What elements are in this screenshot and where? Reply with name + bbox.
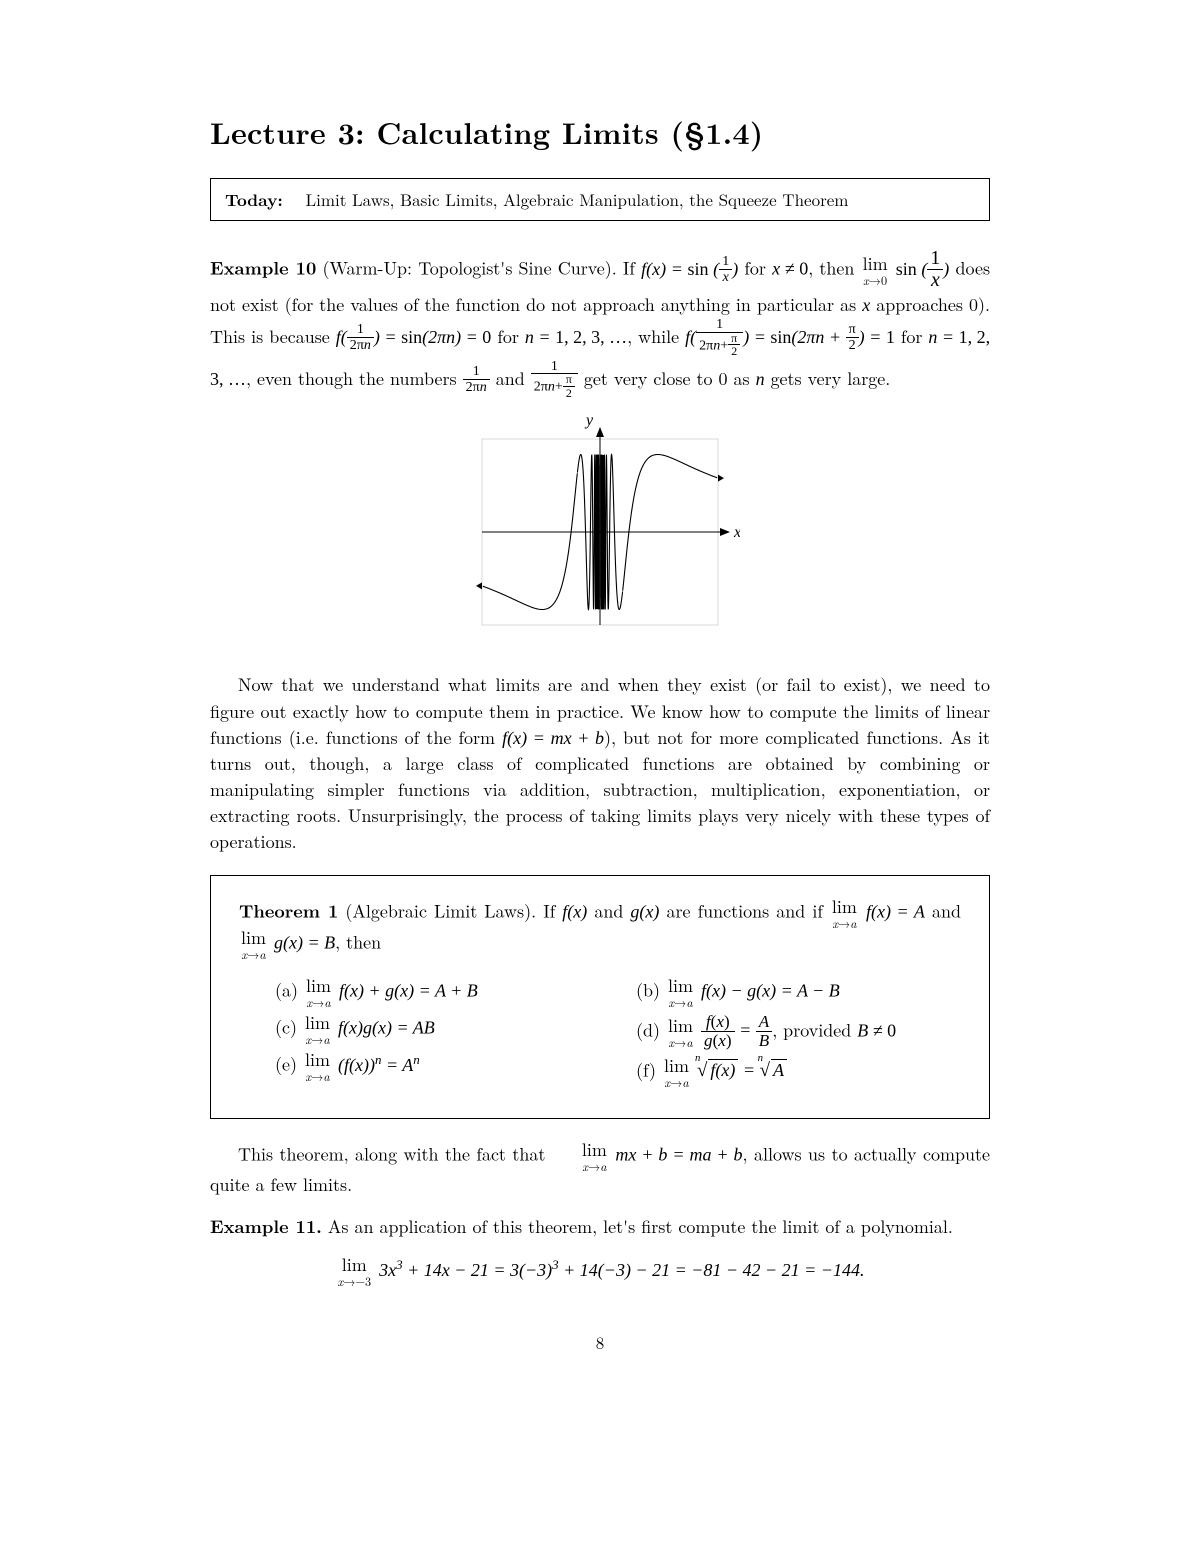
sine-curve-figure: xy (210, 417, 990, 654)
law-c-label: (c) (275, 1014, 303, 1039)
example-11-heading: Example 11. (210, 1214, 322, 1239)
law-d-tail: , provided (772, 1017, 857, 1042)
law-f: (f) limx→a nf(x) = nA (600, 1057, 961, 1088)
lim-b: limx→a (668, 977, 693, 1008)
law-f-label: (f) (636, 1057, 662, 1082)
ex10-text-2i: gets very large. (771, 366, 891, 391)
laws-right-col: (b) limx→a f(x) − g(x) = A − B (d) limx→… (600, 971, 961, 1094)
thm-intro-b: and (594, 899, 630, 924)
today-label: Today: (225, 188, 283, 212)
today-box: Today: Limit Laws, Basic Limits, Algebra… (210, 178, 990, 222)
law-a-math: f(x) + g(x) = A + B (339, 980, 478, 1000)
math-fxA: f(x) = A (866, 902, 925, 922)
lim-f: limx→a (664, 1057, 689, 1088)
math-f1-2pin: f(12πn) = sin(2πn) = 0 (336, 327, 492, 347)
lim-c: limx→a (305, 1014, 330, 1045)
law-c: (c) limx→a f(x)g(x) = AB (239, 1014, 600, 1045)
laws-left-col: (a) limx→a f(x) + g(x) = A + B (c) limx→… (239, 971, 600, 1094)
lim-x-neg3: limx→−3 (338, 1256, 372, 1287)
law-c-math: f(x)g(x) = AB (338, 1017, 435, 1037)
math-frac-2pin: 12πn (463, 369, 490, 389)
law-d-label: (d) (636, 1017, 666, 1042)
ex10-text-1a: If (623, 256, 641, 281)
law-a: (a) limx→a f(x) + g(x) = A + B (239, 977, 600, 1008)
math-fx-def: f(x) = sin (1x) (641, 259, 738, 279)
lim-d: limx→a (668, 1017, 693, 1048)
theorem-1-paren: (Algebraic Limit Laws). (345, 899, 536, 924)
today-text: Limit Laws, Basic Limits, Algebraic Mani… (306, 187, 849, 211)
law-d: (d) limx→a f(x)g(x) = AB, provided B ≠ 0 (600, 1014, 961, 1051)
lecture-page: Lecture 3: Calculating Limits (§1.4) Tod… (150, 0, 1050, 1414)
ex10-text-2g: and (496, 366, 531, 391)
theorem-1-box: Theorem 1 (Algebraic Limit Laws). If f(x… (210, 875, 990, 1119)
example-11-computation: limx→−3 3x3 + 14x − 21 = 3(−3)3 + 14(−3)… (210, 1256, 990, 1287)
ex11-math: 3x3 + 14x − 21 = 3(−3)3 + 14(−3) − 21 = … (379, 1260, 864, 1280)
lim-a: limx→a (306, 977, 331, 1008)
math-mxb: f(x) = mx + b (502, 728, 604, 748)
page-title: Lecture 3: Calculating Limits (§1.4) (210, 110, 990, 154)
ex10-text-2h: get very close to 0 as (584, 366, 756, 391)
ex10-text-1c: , then (808, 256, 860, 281)
svg-text:x: x (733, 524, 740, 541)
example-10: Example 10 (Warm-Up: Topologist's Sine C… (210, 249, 990, 401)
thm-intro-c: are functions and if (666, 899, 829, 924)
page-number: 8 (210, 1330, 990, 1355)
math-mxb-lim: mx + b = ma + b (615, 1144, 742, 1164)
math-sin-1x: sin (1x) (896, 259, 950, 279)
thm-intro-e: , then (335, 930, 381, 955)
law-d-math: f(x)g(x) = AB (701, 1020, 772, 1040)
ex10-text-2f: , even though the numbers (246, 366, 463, 391)
math-f1-2pin-pi2: f(12πn+π2) = sin(2πn + π2) = 1 (685, 327, 895, 347)
example-10-paren: (Warm-Up: Topologist's Sine Curve). (322, 256, 616, 281)
math-n: n (756, 369, 765, 389)
lim-mxb: limx→a (554, 1141, 607, 1172)
lim-x0: limx→0 (863, 255, 888, 286)
ex10-text-1b: for (744, 256, 772, 281)
law-d-cond: B ≠ 0 (857, 1020, 896, 1040)
law-e-label: (e) (275, 1052, 303, 1077)
para-after-theorem: This theorem, along with the fact that l… (210, 1141, 990, 1198)
law-f-math: nf(x) = nA (697, 1060, 787, 1080)
lim-xa-f: limx→a (832, 898, 857, 929)
thm-intro-d: and (932, 899, 961, 924)
math-n123: n = 1, 2, 3, … (525, 327, 627, 347)
math-gx: g(x) (630, 902, 659, 922)
law-a-label: (a) (275, 977, 304, 1002)
topologists-sine-plot: xy (460, 417, 740, 647)
example-11-text: As an application of this theorem, let's… (328, 1214, 953, 1239)
law-b-math: f(x) − g(x) = A − B (701, 980, 840, 1000)
para-limits-discussion: Now that we understand what limits are a… (210, 672, 990, 855)
math-x: x (862, 295, 870, 315)
example-11: Example 11. As an application of this th… (210, 1214, 990, 1240)
law-e-math: (f(x))n = An (338, 1055, 420, 1075)
example-10-heading: Example 10 (210, 256, 316, 281)
ex10-text-2c: for (497, 324, 525, 349)
law-b-label: (b) (636, 977, 666, 1002)
law-b: (b) limx→a f(x) − g(x) = A − B (600, 977, 961, 1008)
math-xneq0: x ≠ 0 (772, 259, 808, 279)
theorem-1-intro: Theorem 1 (Algebraic Limit Laws). If f(x… (239, 898, 961, 960)
math-gxB: g(x) = B (274, 933, 335, 953)
lim-e: limx→a (305, 1051, 330, 1082)
ex10-text-2e: for (901, 324, 929, 349)
math-fx: f(x) (562, 902, 587, 922)
svg-text:y: y (584, 417, 594, 429)
lim-xa-g: limx→a (241, 929, 266, 960)
thm-intro-a: If (543, 899, 562, 924)
theorem-1-heading: Theorem 1 (239, 899, 338, 924)
ex10-text-2d: , while (627, 324, 685, 349)
para3-a: This theorem, along with the fact that (238, 1141, 552, 1166)
math-frac-2pin-pi2: 12πn+π2 (531, 369, 578, 389)
law-e: (e) limx→a (f(x))n = An (239, 1051, 600, 1082)
limit-laws: (a) limx→a f(x) + g(x) = A + B (c) limx→… (239, 971, 961, 1094)
